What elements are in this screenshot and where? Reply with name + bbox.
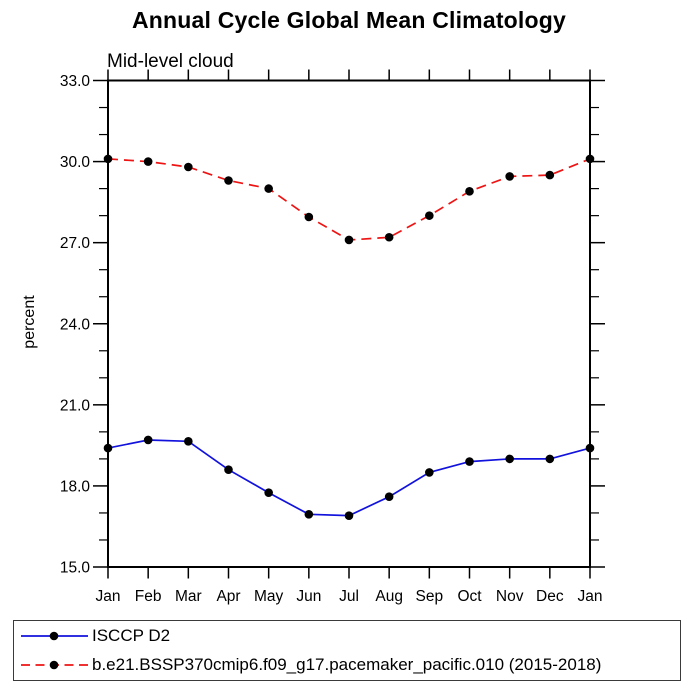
y-tick-label: 18.0 [60, 478, 91, 495]
legend-box: ISCCP D2 b.e21.BSSP370cmip6.f09_g17.pace… [13, 620, 681, 681]
data-point-marker [585, 154, 595, 164]
x-tick-label: Jan [578, 588, 603, 605]
x-tick-label: Jul [339, 588, 359, 605]
x-tick-label: Jan [96, 588, 121, 605]
series-line-dashed [107, 158, 591, 241]
data-point-marker [224, 465, 233, 475]
data-point-marker [384, 492, 394, 502]
x-tick-label: Mar [175, 588, 202, 605]
legend-line-sample-dashed-icon [21, 660, 88, 670]
x-tick-label: Oct [457, 588, 482, 605]
data-point-marker [304, 212, 314, 222]
data-point-marker [384, 232, 394, 242]
x-tick-label: Dec [536, 588, 564, 605]
data-point-marker [224, 176, 233, 185]
data-point-marker [545, 170, 555, 180]
data-point-marker [465, 187, 474, 196]
y-tick-label: 27.0 [60, 235, 91, 252]
data-point-marker [344, 235, 354, 245]
data-point-marker [505, 172, 514, 181]
data-point-marker [264, 184, 273, 193]
x-tick-label: Nov [496, 588, 524, 605]
data-point-marker [344, 511, 354, 520]
data-point-marker [264, 488, 273, 497]
data-point-marker [425, 211, 434, 220]
data-point-marker [425, 468, 434, 477]
data-point-marker [585, 443, 595, 453]
legend-line-sample-solid-icon [21, 631, 88, 641]
data-point-marker [103, 443, 113, 453]
y-tick-label: 33.0 [60, 73, 91, 90]
data-point-marker [184, 162, 193, 172]
legend-label-model: b.e21.BSSP370cmip6.f09_g17.pacemaker_pac… [92, 655, 602, 674]
data-point-marker [304, 509, 314, 519]
x-tick-label: Sep [416, 588, 444, 605]
series-line-solid [107, 439, 591, 517]
legend-marker-dot-icon [49, 660, 59, 670]
x-tick-label: Apr [216, 588, 240, 605]
data-point-marker [545, 454, 555, 464]
chart-title: Annual Cycle Global Mean Climatology [131, 7, 567, 33]
data-point-marker [184, 437, 193, 446]
data-point-marker [465, 457, 474, 466]
legend-marker-dot-icon [49, 631, 59, 641]
y-tick-label: 15.0 [60, 560, 91, 577]
y-tick-label: 30.0 [60, 154, 91, 171]
y-tick-label: 21.0 [60, 397, 91, 414]
data-point-marker [505, 454, 514, 464]
legend-label-isccp: ISCCP D2 [92, 626, 171, 645]
x-tick-label: Feb [135, 588, 162, 605]
x-tick-label: Aug [375, 588, 403, 605]
data-point-marker [143, 435, 153, 445]
data-point-marker [143, 157, 153, 166]
chart-subtitle: Mid-level cloud [107, 51, 234, 72]
legend-item-model: b.e21.BSSP370cmip6.f09_g17.pacemaker_pac… [20, 652, 680, 678]
x-tick-label: Jun [296, 588, 321, 605]
plot-border [107, 79, 591, 568]
data-point-marker [103, 154, 113, 164]
x-tick-label: May [254, 588, 284, 605]
legend-item-isccp: ISCCP D2 [20, 623, 680, 649]
y-tick-label: 24.0 [60, 316, 91, 333]
